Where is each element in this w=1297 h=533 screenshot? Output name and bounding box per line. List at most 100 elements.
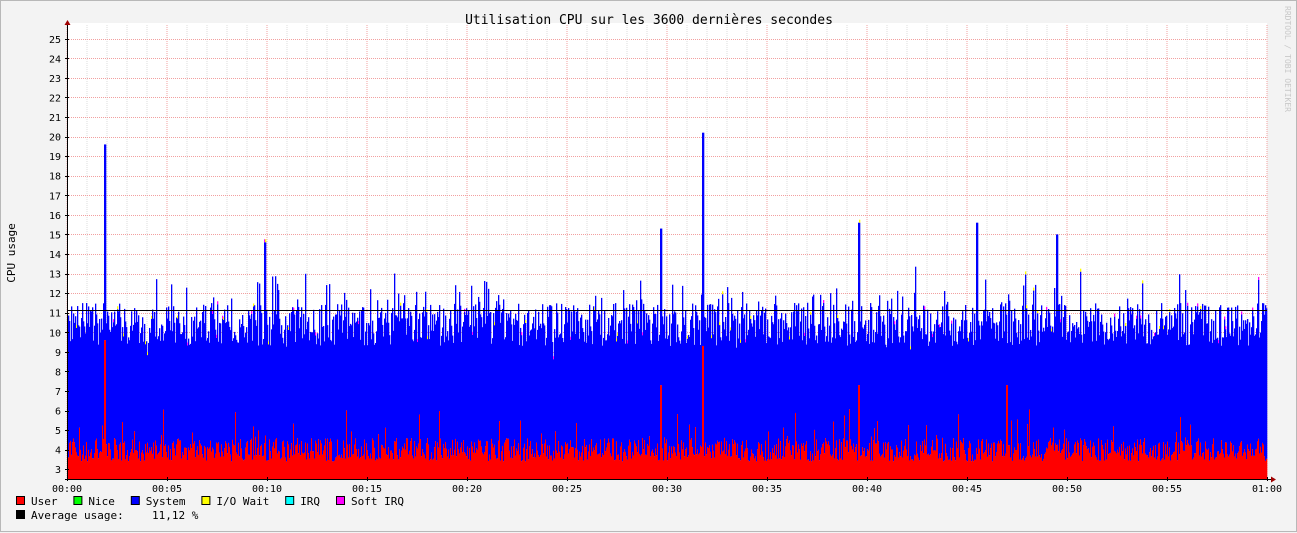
soft-irq-bar (1258, 276, 1260, 280)
user-bar (1067, 458, 1069, 479)
io-wait-bar (177, 315, 179, 319)
system-bar (303, 313, 305, 454)
user-bar (902, 457, 904, 479)
user-bar (634, 440, 636, 479)
user-bar (500, 460, 502, 479)
user-bar (636, 446, 638, 479)
user-bar (1264, 456, 1266, 479)
system-bar (987, 310, 989, 457)
system-bar (1259, 337, 1261, 454)
user-bar (941, 453, 943, 479)
system-bar (176, 317, 178, 445)
user-bar (207, 447, 209, 479)
user-bar (841, 442, 843, 479)
user-bar (465, 453, 467, 479)
io-wait-bar (1159, 325, 1161, 329)
user-bar (538, 455, 540, 479)
system-bar (101, 318, 103, 452)
system-bar (1237, 305, 1239, 454)
user-bar (951, 460, 953, 479)
system-bar (952, 345, 954, 449)
system-bar (370, 289, 372, 454)
user-bar (1075, 441, 1077, 479)
user-bar (1156, 459, 1158, 479)
user-bar (329, 442, 331, 479)
user-bar (225, 441, 227, 479)
system-bar (417, 342, 419, 449)
system-bar (655, 314, 657, 449)
user-bar (681, 440, 683, 479)
system-bar (423, 306, 425, 453)
system-bar (224, 309, 226, 449)
system-bar (997, 325, 999, 444)
system-bar (1183, 334, 1185, 451)
system-bar (441, 335, 443, 456)
user-bar (233, 444, 235, 479)
user-bar (378, 434, 380, 479)
user-bar (567, 443, 569, 479)
user-bar (885, 442, 887, 479)
system-bar (406, 334, 408, 439)
soft-irq-bar (1060, 319, 1062, 323)
user-bar (347, 444, 349, 479)
user-bar (70, 440, 72, 479)
user-bar (83, 445, 85, 479)
system-bar (255, 320, 257, 437)
system-bar (756, 310, 758, 462)
system-bar (1174, 307, 1176, 452)
user-bar (631, 458, 633, 479)
user-bar (1231, 443, 1233, 479)
system-bar (879, 295, 881, 454)
system-bar (937, 311, 939, 439)
system-bar (480, 314, 482, 441)
user-bar (246, 442, 248, 479)
system-bar (837, 317, 839, 460)
user-bar (648, 445, 650, 479)
system-bar (961, 319, 963, 442)
user-bar (517, 450, 519, 479)
user-bar (278, 450, 280, 479)
user-bar (623, 452, 625, 479)
system-bar (944, 291, 946, 461)
user-bar (1026, 456, 1028, 479)
user-bar (204, 445, 206, 479)
system-bar (1030, 329, 1032, 456)
system-bar (864, 324, 866, 449)
system-bar (119, 303, 121, 445)
user-bar (1093, 442, 1095, 479)
system-bar (976, 222, 978, 448)
system-bar (361, 310, 363, 447)
user-bar (677, 414, 679, 479)
user-bar (501, 451, 503, 479)
system-bar (369, 325, 371, 459)
system-bar (922, 339, 924, 442)
user-bar (1141, 445, 1143, 479)
user-bar (1137, 439, 1139, 479)
system-bar (870, 303, 872, 461)
system-bar (382, 324, 384, 446)
user-bar (698, 454, 700, 479)
system-bar (699, 320, 701, 453)
user-bar (1212, 444, 1214, 479)
user-bar (882, 453, 884, 479)
user-bar (289, 458, 291, 479)
x-tick-label: 00:55 (1152, 484, 1182, 495)
user-bar (671, 446, 673, 479)
user-bar (1196, 442, 1198, 479)
system-bar (931, 331, 933, 447)
user-bar (369, 458, 371, 479)
system-bar (1116, 336, 1118, 454)
user-bar (640, 455, 642, 479)
user-bar (565, 442, 567, 479)
user-bar (262, 456, 264, 479)
system-bar (1253, 316, 1255, 456)
system-bar (529, 335, 531, 447)
user-bar (219, 452, 221, 479)
system-bar (246, 327, 248, 443)
system-bar (402, 318, 404, 447)
user-bar (787, 436, 789, 479)
system-bar (686, 342, 688, 448)
user-bar (544, 443, 546, 479)
system-bar (214, 319, 216, 458)
user-bar (320, 440, 322, 479)
